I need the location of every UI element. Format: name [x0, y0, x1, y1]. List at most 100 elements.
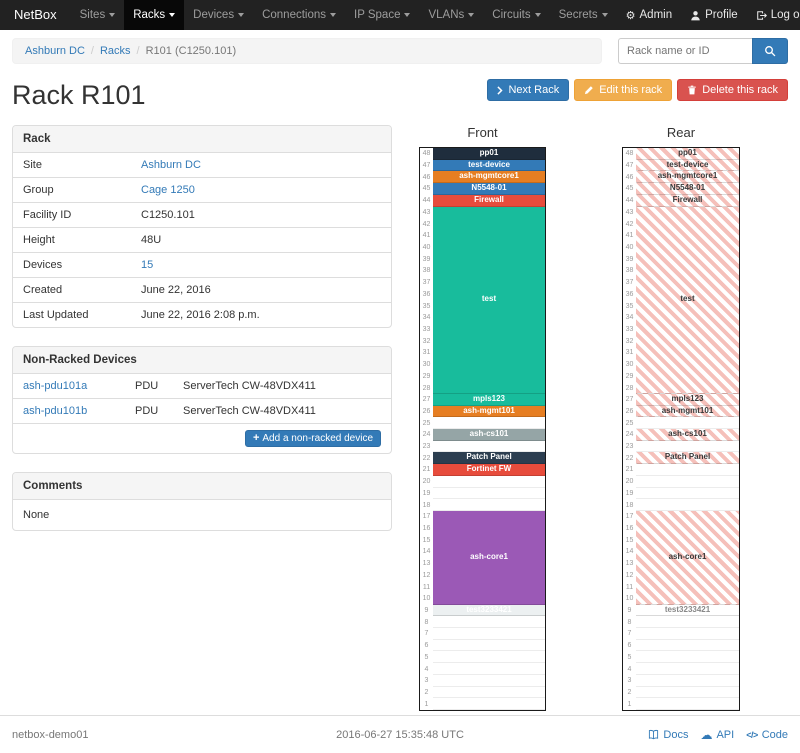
device-name-link[interactable]: ash-pdu101a: [23, 380, 88, 392]
delete-rack-button[interactable]: Delete this rack: [677, 79, 788, 101]
unit-number: 13: [422, 560, 431, 568]
unit-number: 12: [422, 571, 431, 579]
attr-row-site: Site Ashburn DC: [13, 153, 391, 177]
unit-number: 34: [625, 314, 634, 322]
next-rack-label: Next Rack: [508, 84, 560, 96]
search-icon: [764, 45, 776, 57]
rack-device-n5548-01[interactable]: N5548-01: [433, 183, 545, 195]
unit-number: 20: [422, 478, 431, 486]
nav-item-vlans[interactable]: VLANs: [419, 0, 483, 30]
empty-slot: [636, 464, 739, 476]
rack-device-patch-panel[interactable]: Patch Panel: [433, 452, 545, 465]
rack-device-n5548-01[interactable]: N5548-01: [636, 183, 739, 195]
unit-number: 9: [424, 606, 429, 614]
empty-slot: [433, 663, 545, 675]
search-button[interactable]: [752, 38, 788, 64]
rack-panel-title: Rack: [13, 126, 391, 153]
unit-number: 46: [422, 173, 431, 181]
empty-slot: [433, 628, 545, 640]
empty-slot: [636, 499, 739, 511]
unit-number: 11: [422, 583, 431, 591]
rack-device-ash-mgmtcore1[interactable]: ash-mgmtcore1: [433, 171, 545, 184]
rack-unit-25: 25: [420, 417, 545, 429]
unit-number: 31: [422, 349, 431, 357]
nav-item-label: VLANs: [428, 9, 465, 21]
unit-number: 35: [422, 302, 431, 310]
rack-unit-5: 5: [420, 651, 545, 664]
empty-slot: [636, 651, 739, 664]
rack-device-test[interactable]: test: [636, 206, 739, 394]
unit-number: 2: [424, 688, 429, 696]
unit-number: 13: [625, 560, 634, 568]
elevations: Front 48 47 46 45 44 43 42 41 40 39 38 37 36 35 34 33 32…: [392, 125, 788, 711]
rack-device-patch-panel[interactable]: Patch Panel: [636, 452, 739, 465]
rack-panel: Rack Site Ashburn DC Group Cage 1250 Facilit…: [12, 125, 392, 328]
footer-link-code[interactable]: </> Code: [746, 729, 788, 741]
rack-device-ash-cs101[interactable]: ash-cs101: [433, 429, 545, 441]
nav-item-racks[interactable]: Racks: [124, 0, 185, 30]
brand-link[interactable]: NetBox: [14, 7, 57, 22]
unit-number: 47: [625, 162, 634, 170]
chevron-down-icon: [601, 13, 608, 17]
breadcrumb-item-ashburn-dc[interactable]: Ashburn DC: [25, 45, 85, 57]
attr-value[interactable]: 15: [141, 259, 154, 271]
device-role: PDU: [135, 405, 159, 417]
rack-device-test3233421[interactable]: test3233421: [636, 604, 739, 617]
rack-unit-6: 6: [420, 640, 545, 652]
nav-item-secrets[interactable]: Secrets: [550, 0, 617, 30]
breadcrumb-item-r101-c1250-101: R101 (C1250.101): [145, 45, 237, 57]
nav-item-admin[interactable]: ⚙ Admin: [617, 0, 681, 30]
next-rack-button[interactable]: Next Rack: [487, 79, 570, 101]
edit-rack-button[interactable]: Edit this rack: [574, 79, 673, 101]
nav-item-log-out[interactable]: Log out: [747, 0, 800, 30]
nav-item-ip-space[interactable]: IP Space: [345, 0, 419, 30]
unit-number: 33: [422, 325, 431, 333]
unit-number: 46: [625, 173, 634, 181]
rack-device-firewall[interactable]: Firewall: [636, 194, 739, 207]
device-name-link[interactable]: ash-pdu101b: [23, 405, 88, 417]
unit-number: 6: [424, 642, 429, 650]
rack-device-ash-mgmt101[interactable]: ash-mgmt101: [433, 405, 545, 418]
rack-device-pp01[interactable]: pp01: [433, 148, 545, 160]
unit-number: 15: [625, 536, 634, 544]
nav-item-label: Racks: [133, 9, 166, 21]
rack-device-test[interactable]: test: [433, 206, 545, 394]
rack-search-form: [618, 38, 788, 64]
attr-value[interactable]: Cage 1250: [141, 184, 195, 196]
empty-slot: [433, 476, 545, 488]
attr-value[interactable]: Ashburn DC: [141, 159, 201, 171]
nav-item-profile[interactable]: Profile: [681, 0, 747, 30]
rack-device-pp01[interactable]: pp01: [636, 148, 739, 160]
breadcrumb-item-racks[interactable]: Racks: [99, 45, 131, 57]
rack-device-test-device[interactable]: test-device: [433, 159, 545, 172]
rack-device-ash-mgmtcore1[interactable]: ash-mgmtcore1: [636, 171, 739, 184]
rack-device-ash-mgmt101[interactable]: ash-mgmt101: [636, 405, 739, 418]
rack-device-test3233421[interactable]: test3233421: [433, 604, 545, 617]
add-non-racked-device-button[interactable]: + Add a non-racked device: [244, 430, 381, 447]
unit-number: 48: [625, 150, 634, 158]
unit-number: 41: [422, 232, 431, 240]
nav-item-connections[interactable]: Connections: [253, 0, 345, 30]
rack-device-mpls123[interactable]: mpls123: [433, 393, 545, 406]
rack-device-test-device[interactable]: test-device: [636, 159, 739, 172]
rack-device-ash-cs101[interactable]: ash-cs101: [636, 429, 739, 441]
rack-device-mpls123[interactable]: mpls123: [636, 393, 739, 406]
attr-row-last-updated: Last Updated June 22, 2016 2:08 p.m.: [13, 302, 391, 327]
rack-device-ash-core1[interactable]: ash-core1: [433, 510, 545, 605]
rack-unit-6: 6: [623, 640, 739, 652]
rack-device-firewall[interactable]: Firewall: [433, 194, 545, 207]
attr-row-facility-id: Facility ID C1250.101: [13, 202, 391, 227]
footer-link-api[interactable]: ☁ API: [700, 729, 734, 741]
nav-item-sites[interactable]: Sites: [71, 0, 125, 30]
footer-link-docs[interactable]: Docs: [648, 729, 688, 741]
add-non-racked-device-label: Add a non-racked device: [262, 433, 373, 444]
nav-item-devices[interactable]: Devices: [184, 0, 253, 30]
nav-item-circuits[interactable]: Circuits: [483, 0, 549, 30]
rack-search-input[interactable]: [618, 38, 752, 64]
unit-number: 24: [422, 431, 431, 439]
rack-device-ash-core1[interactable]: ash-core1: [636, 510, 739, 605]
rack-unit-1: 1: [420, 698, 545, 710]
page-title: Rack R101: [12, 80, 146, 110]
unit-number: 3: [424, 677, 429, 685]
rack-device-fortinet-fw[interactable]: Fortinet FW: [433, 464, 545, 476]
